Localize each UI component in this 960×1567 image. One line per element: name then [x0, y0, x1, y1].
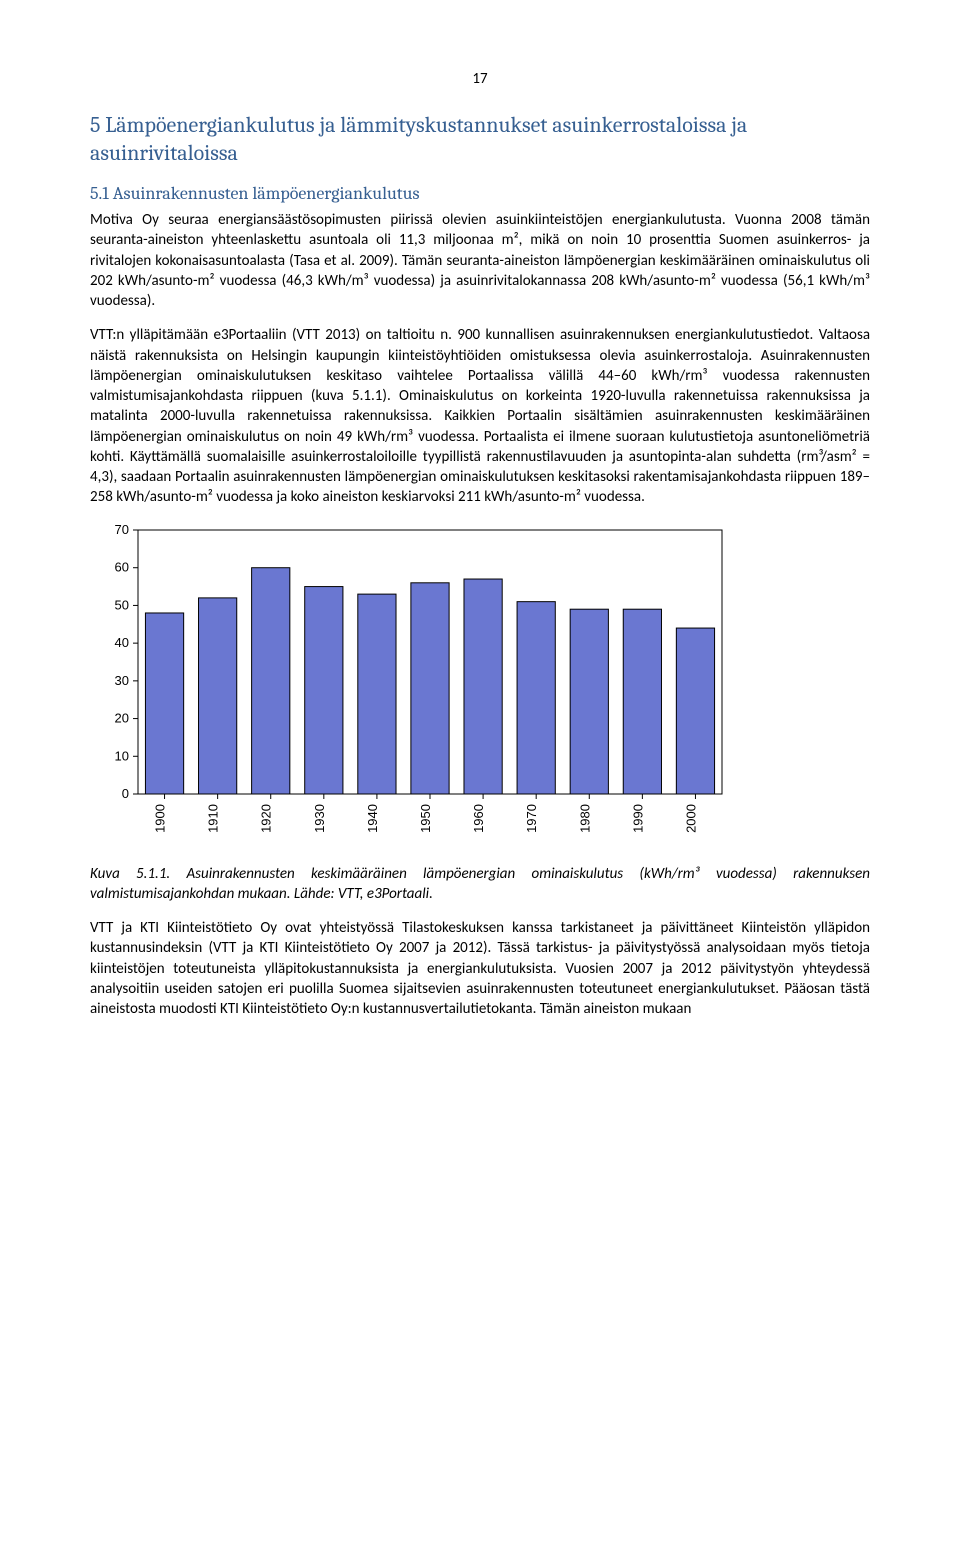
- bar-chart-container: 0 10 20 30 40 50 60 70 1900 1910 1920 1930 1940 1950 1…: [90, 522, 870, 842]
- svg-text:20: 20: [115, 710, 129, 725]
- svg-text:40: 40: [115, 635, 129, 650]
- bar: [517, 601, 555, 793]
- bar-chart: 0 10 20 30 40 50 60 70 1900 1910 1920 1930 1940 1950 1…: [90, 522, 730, 842]
- heading-2: 5.1 Asuinrakennusten lämpöenergiankulutu…: [90, 183, 870, 204]
- x-axis-label: 1990: [630, 804, 645, 833]
- bar: [305, 586, 343, 793]
- bar: [358, 594, 396, 794]
- paragraph-2: VTT:n ylläpitämään e3Portaaliin (VTT 201…: [90, 325, 870, 507]
- x-axis-label: 1950: [418, 804, 433, 833]
- document-page: 17 5 Lämpöenergiankulutus ja lämmityskus…: [0, 0, 960, 1093]
- x-axis-label: 1940: [365, 804, 380, 833]
- heading-1: 5 Lämpöenergiankulutus ja lämmityskustan…: [90, 112, 870, 167]
- page-number: 17: [90, 70, 870, 88]
- bar: [199, 597, 237, 793]
- x-axis-label: 1930: [312, 804, 327, 833]
- bar: [676, 628, 714, 794]
- svg-text:60: 60: [115, 559, 129, 574]
- bar: [623, 609, 661, 794]
- x-axis-label: 1920: [259, 804, 274, 833]
- svg-text:10: 10: [115, 748, 129, 763]
- x-axis-label: 1960: [471, 804, 486, 833]
- bar: [145, 612, 183, 793]
- x-axis-label: 2000: [683, 804, 698, 833]
- figure-caption: Kuva 5.1.1. Asuinrakennusten keskimääräi…: [90, 864, 870, 905]
- svg-text:0: 0: [122, 786, 129, 801]
- bar: [464, 579, 502, 794]
- x-axis-label: 1910: [206, 804, 221, 833]
- svg-text:30: 30: [115, 672, 129, 687]
- paragraph-3: VTT ja KTI Kiinteistötieto Oy ovat yhtei…: [90, 918, 870, 1019]
- svg-text:50: 50: [115, 597, 129, 612]
- bar: [252, 567, 290, 793]
- x-axis-label: 1900: [153, 804, 168, 833]
- x-axis-label: 1980: [577, 804, 592, 833]
- paragraph-1: Motiva Oy seuraa energiansäästösopimuste…: [90, 210, 870, 311]
- bar: [411, 582, 449, 793]
- x-axis-label: 1970: [524, 804, 539, 833]
- bar: [570, 609, 608, 794]
- svg-text:70: 70: [115, 522, 129, 537]
